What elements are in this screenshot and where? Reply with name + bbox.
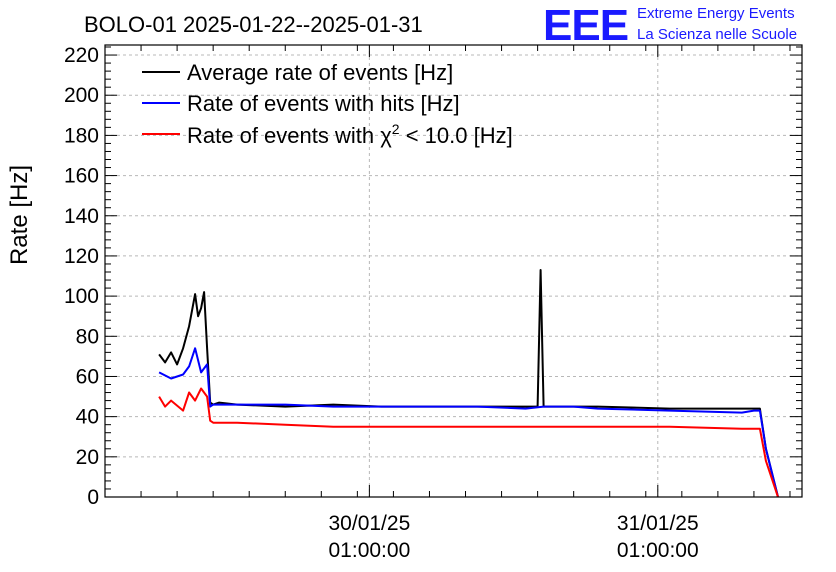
series-average-line: [158, 269, 779, 498]
y-tick-label: 220: [64, 44, 99, 67]
x-tick-label-date: 31/01/25: [617, 512, 699, 535]
x-tick-label-time: 01:00:00: [329, 539, 411, 562]
y-tick-label: 160: [64, 165, 99, 188]
y-tick-label: 200: [64, 84, 99, 107]
logo-line-1: Extreme Energy Events: [637, 5, 795, 22]
legend: Average rate of events [Hz] Rate of even…: [142, 60, 513, 148]
grid: [105, 45, 802, 497]
logo-line-2: La Scienza nelle Scuole: [637, 26, 797, 43]
y-tick-label: 40: [76, 406, 99, 429]
legend-chi2-sup: 2: [392, 121, 400, 137]
x-tick-label-date: 30/01/25: [329, 512, 411, 535]
chart-title: BOLO-01 2025-01-22--2025-01-31: [84, 12, 423, 37]
data-series: [158, 269, 779, 498]
y-tick-label: 140: [64, 205, 99, 228]
legend-label-hits: Rate of events with hits [Hz]: [187, 91, 460, 116]
y-tick-label: 80: [76, 325, 99, 348]
axes: 0 20 40 60 80 100 120 140 160 180 200 220 30/01/25 01…: [64, 44, 803, 562]
y-tick-label: 0: [87, 486, 99, 509]
x-tick-label-time: 01:00:00: [617, 539, 699, 562]
legend-chi2-symbol: χ: [380, 123, 392, 148]
y-tick-label: 20: [76, 446, 99, 469]
y-axis-label: Rate [Hz]: [6, 165, 33, 265]
series-chi2-line: [158, 387, 779, 498]
legend-label-average: Average rate of events [Hz]: [187, 60, 453, 85]
legend-chi2-prefix: Rate of events with: [187, 123, 380, 148]
y-tick-label: 120: [64, 245, 99, 268]
legend-chi2-suffix: < 10.0 [Hz]: [400, 123, 513, 148]
y-tick-label: 180: [64, 124, 99, 147]
eee-logo: EEE: [543, 1, 628, 50]
plot-frame: [104, 44, 803, 498]
y-tick-label: 100: [64, 285, 99, 308]
y-tick-label: 60: [76, 365, 99, 388]
legend-label-chi2: Rate of events with χ2 < 10.0 [Hz]: [187, 121, 513, 148]
series-hits-line: [158, 347, 779, 498]
